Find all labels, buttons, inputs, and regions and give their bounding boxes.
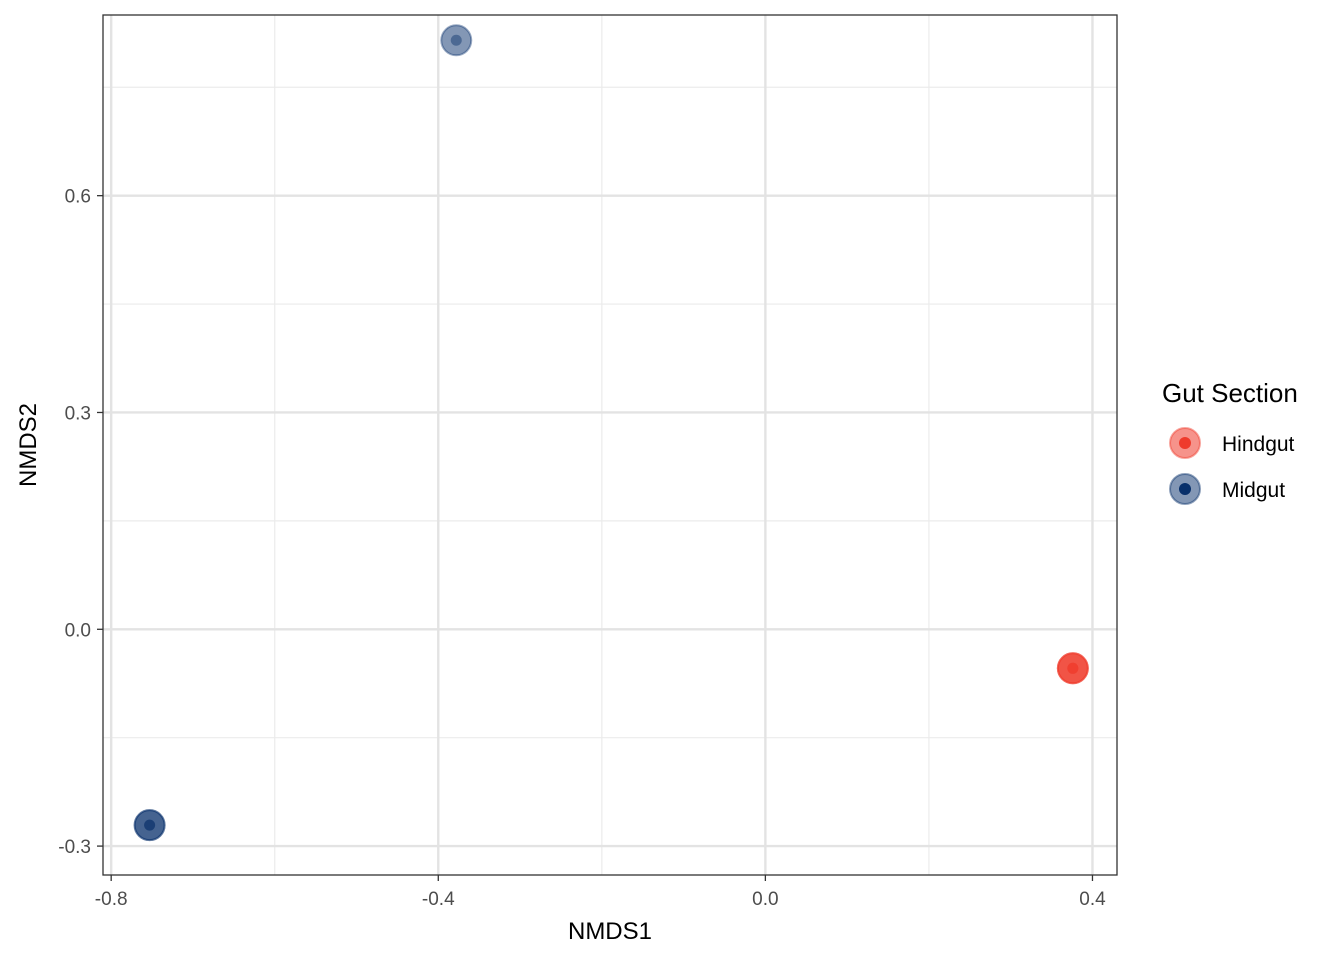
point-center-midgut	[450, 34, 462, 46]
point-center-midgut	[144, 819, 156, 831]
point-center-hindgut	[1067, 662, 1079, 674]
x-tick-label: 0.0	[752, 889, 778, 910]
panel-border	[102, 14, 1118, 876]
y-tick-label: 0.0	[65, 620, 91, 641]
legend-item-hindgut: Hindgut	[1169, 427, 1295, 459]
x-tick-label: 0.4	[1079, 889, 1106, 910]
data-points	[133, 24, 1089, 842]
x-axis-title: NMDS1	[568, 918, 652, 945]
legend-item-midgut: Midgut	[1169, 473, 1285, 505]
legend-key-midgut-inner	[1179, 483, 1191, 495]
point-midgut	[133, 809, 166, 842]
legend-label-midgut: Midgut	[1222, 479, 1285, 502]
panel-background	[103, 15, 1117, 875]
x-tick-label: -0.8	[95, 889, 128, 910]
point-hindgut	[1056, 652, 1089, 685]
y-tick-label: 0.6	[65, 187, 91, 208]
y-axis-ticks: -0.3 0.0 0.3 0.6	[58, 187, 103, 858]
y-tick-label: -0.3	[58, 837, 91, 858]
major-gridlines	[103, 15, 1117, 875]
legend: Gut Section Hindgut Midgut	[1162, 378, 1298, 505]
legend-key-hindgut-inner	[1179, 437, 1191, 449]
legend-label-hindgut: Hindgut	[1222, 433, 1295, 456]
point-midgut	[440, 24, 473, 57]
x-axis-ticks: -0.8 -0.4 0.0 0.4	[95, 875, 1106, 910]
y-tick-label: 0.3	[65, 403, 91, 424]
x-tick-label: -0.4	[422, 889, 455, 910]
legend-title: Gut Section	[1162, 378, 1298, 408]
y-axis-title: NMDS2	[15, 403, 42, 487]
minor-gridlines	[103, 15, 1117, 875]
